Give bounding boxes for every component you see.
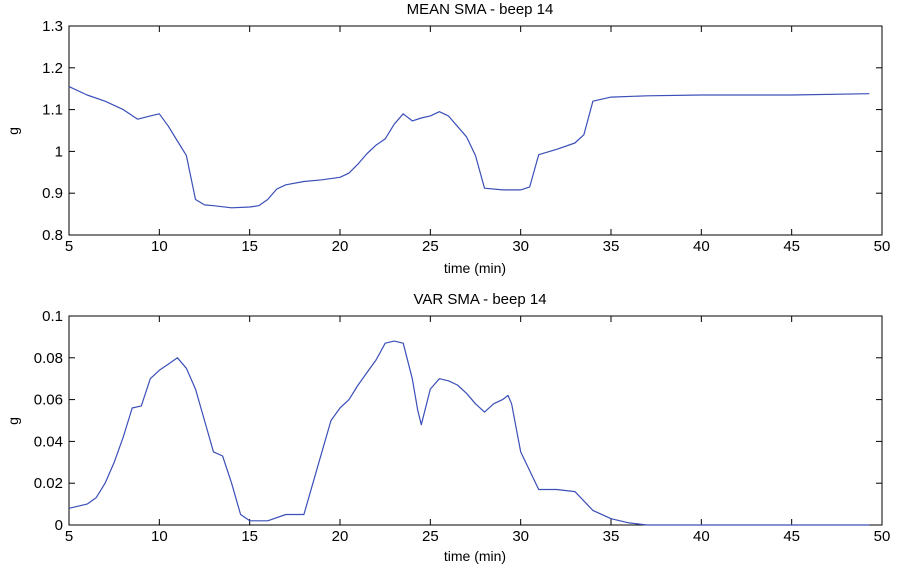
x-tick-label: 20 <box>332 238 349 255</box>
y-axis-label: g <box>5 127 21 135</box>
y-tick-label: 0.02 <box>34 475 63 492</box>
x-tick-label: 50 <box>874 528 891 545</box>
x-tick-label: 10 <box>151 528 168 545</box>
x-tick-label: 45 <box>783 528 800 545</box>
y-tick-label: 1 <box>55 143 63 160</box>
x-tick-label: 15 <box>241 238 258 255</box>
tick-group: 5 10 15 20 25 30 35 40 45 50 0.8 0.9 1 1.1 1.2 1.3 <box>42 18 890 255</box>
x-axis-label: time (min) <box>444 260 506 276</box>
y-tick-label: 0.1 <box>42 308 63 325</box>
x-axis-label: time (min) <box>444 548 506 564</box>
mean-sma-plot: MEAN SMA - beep 14 5 10 15 20 25 30 35 40 45 50 0.… <box>5 1 890 276</box>
x-tick-label: 5 <box>65 238 73 255</box>
x-tick-label: 20 <box>332 528 349 545</box>
y-tick-label: 0.08 <box>34 350 63 367</box>
y-tick-label: 1.3 <box>42 18 63 35</box>
y-tick-label: 1.1 <box>42 102 63 119</box>
x-tick-label: 30 <box>512 528 529 545</box>
plot-frame <box>68 25 883 236</box>
x-tick-label: 45 <box>783 238 800 255</box>
tick-group: 5 10 15 20 25 30 35 40 45 50 0 0.02 0.04 0.06 0.08 0.1 <box>34 308 891 545</box>
x-tick-label: 15 <box>241 528 258 545</box>
x-tick-label: 35 <box>603 238 620 255</box>
x-tick-label: 50 <box>874 238 891 255</box>
y-tick-label: 0 <box>55 517 63 534</box>
x-tick-label: 10 <box>151 238 168 255</box>
y-tick-label: 1.2 <box>42 60 63 77</box>
series-line <box>68 340 870 526</box>
x-tick-label: 25 <box>422 238 439 255</box>
var-sma-plot: VAR SMA - beep 14 5 10 15 20 25 30 35 40 45 50 0 0.… <box>5 291 890 564</box>
y-tick-label: 0.9 <box>42 185 63 202</box>
x-tick-label: 30 <box>512 238 529 255</box>
y-tick-label: 0.06 <box>34 392 63 409</box>
x-tick-label: 40 <box>693 238 710 255</box>
y-axis-label: g <box>5 417 21 425</box>
x-tick-label: 35 <box>603 528 620 545</box>
y-tick-label: 0.8 <box>42 227 63 244</box>
y-tick-label: 0.04 <box>34 433 63 450</box>
series-line <box>68 86 870 209</box>
x-tick-label: 40 <box>693 528 710 545</box>
x-tick-label: 25 <box>422 528 439 545</box>
x-tick-label: 5 <box>65 528 73 545</box>
chart-title: MEAN SMA - beep 14 <box>407 1 554 18</box>
chart-title: VAR SMA - beep 14 <box>413 291 546 308</box>
plot-frame <box>68 315 883 526</box>
